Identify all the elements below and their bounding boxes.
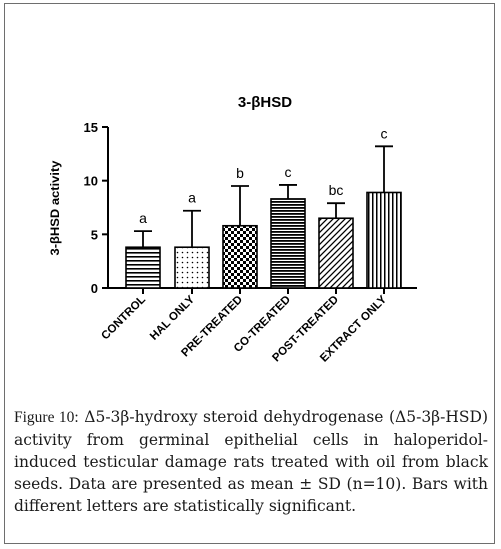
caption-label: Figure 10: — [14, 409, 79, 426]
x-tick-labels: CONTROL HAL ONLYPRE-TREATEDCO-TREATEDPOST… — [99, 288, 389, 365]
significance-letter: a — [188, 190, 196, 206]
y-axis-label: 3-βHSD activity — [48, 160, 62, 255]
significance-letter: c — [285, 164, 292, 180]
significance-letter: a — [139, 210, 147, 226]
bar — [174, 246, 210, 289]
figure-frame — [4, 3, 495, 544]
x-tick-label: CONTROL — [99, 294, 148, 343]
significance-letter: b — [236, 165, 244, 181]
significance-letter: c — [381, 125, 388, 141]
y-tick-label: 5 — [91, 227, 98, 242]
caption-text: Δ5-3β-hydroxy steroid dehydrogenase (Δ5-… — [14, 408, 488, 515]
y-tick-label: 15 — [84, 120, 98, 135]
y-tick-label: 10 — [84, 174, 98, 189]
x-tick-label: HAL ONLY — [148, 293, 197, 342]
y-ticks: 0 5 10 15 — [84, 120, 108, 296]
significance-letter: bc — [329, 182, 344, 198]
chart-title: 3-βHSD — [238, 94, 292, 111]
y-tick-label: 0 — [91, 281, 98, 296]
bar — [125, 246, 161, 289]
bar — [270, 198, 306, 289]
bar — [366, 191, 402, 289]
figure-caption: Figure 10: Δ5-3β-hydroxy steroid dehydro… — [14, 406, 488, 517]
bar — [318, 217, 354, 289]
bar — [222, 224, 258, 289]
